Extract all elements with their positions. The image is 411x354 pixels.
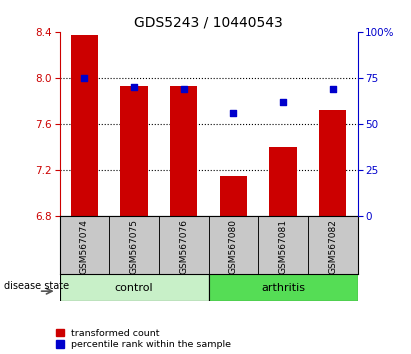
Point [230,110,237,116]
Text: GSM567075: GSM567075 [129,219,139,274]
Bar [220,176,247,216]
Bar [170,86,197,216]
Bar [120,86,148,216]
Point [131,84,137,90]
Bar [109,216,159,274]
Bar [60,216,109,274]
Bar [270,147,297,216]
Point [81,75,88,81]
Bar [159,216,208,274]
Bar [208,274,358,301]
Text: GSM567082: GSM567082 [328,219,337,274]
Text: GSM567074: GSM567074 [80,219,89,274]
Bar [319,110,346,216]
Text: GSM567080: GSM567080 [229,219,238,274]
Title: GDS5243 / 10440543: GDS5243 / 10440543 [134,15,283,29]
Legend: transformed count, percentile rank within the sample: transformed count, percentile rank withi… [56,329,231,349]
Text: disease state: disease state [4,281,69,291]
Bar [208,216,258,274]
Text: arthritis: arthritis [261,282,305,293]
Text: GSM567081: GSM567081 [279,219,288,274]
Bar [258,216,308,274]
Point [280,99,286,105]
Text: control: control [115,282,153,293]
Bar [60,274,209,301]
Bar [71,35,98,216]
Text: GSM567076: GSM567076 [179,219,188,274]
Point [330,86,336,92]
Point [180,86,187,92]
Bar [308,216,358,274]
